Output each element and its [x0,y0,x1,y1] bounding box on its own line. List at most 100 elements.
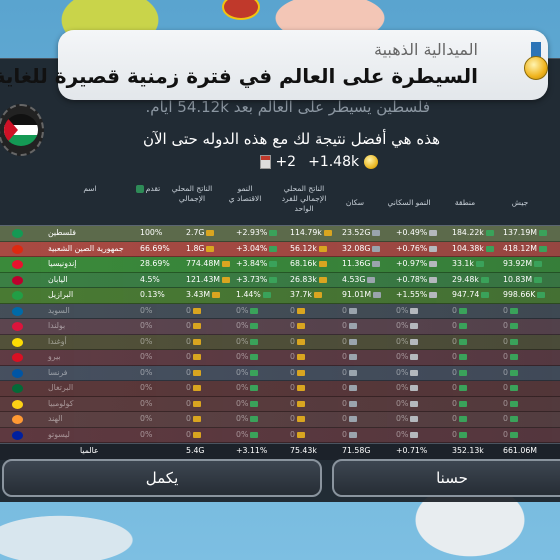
stat-icon [348,431,357,438]
pencil-icon [429,245,438,252]
cell-pop: 0 [342,321,357,330]
col-gdp[interactable]: الناتج المحلي الإجمالي [171,184,213,203]
country-flag-icon [12,337,23,347]
col-progress[interactable]: تقدم [132,184,164,194]
country-flag-icon [12,229,23,238]
cell-popg: +0.76% [396,244,438,253]
achievement-title: السيطرة على العالم في فترة زمنية قصيرة ل… [0,64,478,88]
cell-pop: 0 [342,414,357,423]
cell-area: 184.22k [452,228,494,237]
stat-icon [509,323,518,329]
cell-gdppc: 0 [290,399,305,408]
stat-icon [250,385,259,391]
gold-bars-icon [192,369,201,376]
table-row[interactable]: بيرو 0% 0 0% 0 0 0% 0 0 [0,350,560,366]
total-label: عالميا [80,446,99,455]
cell-army: 0 [503,306,518,315]
cell-growth: 0% [236,368,259,377]
cell-growth: +2.93% [236,228,278,237]
stat-icon [250,338,259,345]
table-row[interactable]: فرنسا 0% 0 0% 0 0 0% 0 0 [0,365,560,381]
pencil-icon [429,261,438,267]
cell-popg: 0% [396,414,419,423]
col-gdp-per-capita[interactable]: الناتج المحلي الإجمالي للفرد الواحد [281,184,327,213]
country-name: كولومبيا [48,398,74,408]
result-message-faded: فلسطين يسيطر على العالم بعد 54.12k أيام. [145,98,430,116]
gold-bars-icon [313,292,322,298]
stat-icon [458,323,467,329]
table-row[interactable]: اليابان 4.5% 121.43M +3.73% 26.83k 4.53G +0.78… [0,272,560,288]
cell-gdp: 0 [186,383,201,392]
cell-pop: 0 [342,352,357,361]
cell-popg: 0% [396,321,419,330]
cell-growth: 0% [236,399,259,408]
cell-area: 0 [452,352,467,361]
col-name[interactable]: اسم [83,184,97,193]
cell-gdppc: 0 [290,368,305,377]
table-row[interactable]: ليسوتو 0% 0 0% 0 0 0% 0 0 [0,427,560,443]
stat-icon [348,416,357,422]
gold-bars-icon [296,354,305,360]
stat-icon [348,369,357,376]
cell-pop: 0 [342,368,357,377]
cell-popg: +0.97% [396,259,438,268]
best-result-text: هذه هي أفضل نتيجة لك مع هذه الدوله حتى ا… [142,130,440,148]
cell-pop: 4.53G [342,275,376,284]
ok-button[interactable]: حسنا [332,459,560,497]
cell-progress: 0% [140,367,153,377]
country-name: الهند [48,414,63,423]
stat-icon [539,245,548,252]
country-flag-icon [12,291,23,300]
continue-button[interactable]: يكمل [2,459,322,497]
table-row[interactable]: الهند 0% 0 0% 0 0 0% 0 0 [0,412,560,428]
cell-popg: 0% [396,337,419,346]
stat-icon [458,369,467,376]
table-row[interactable]: بولندا 0% 0 0% 0 0 0% 0 0 [0,319,560,335]
table-row[interactable]: إندونيسيا 28.69% 774.48M +3.84% 68.16k 11.36G… [0,257,560,273]
col-area[interactable]: منطقة [454,198,476,207]
col-population[interactable]: سكان [345,198,365,207]
stat-icon [348,338,357,345]
cell-gdp: 0 [186,352,201,361]
cell-pop: 11.36G [342,259,381,268]
gold-bars-icon [318,261,327,267]
table-row[interactable]: فلسطين 100% 2.7G +2.93% 114.79k 23.52G +0.49% 1… [0,226,560,242]
col-pop-growth[interactable]: النمو السكاني [387,198,431,207]
total-gdp: 5.4G [186,446,205,455]
table-row[interactable]: جمهورية الصين الشعبية 66.69% 1.8G +3.04% 56.… [0,241,560,257]
cell-progress: 0.13% [140,290,165,299]
pencil-icon [429,230,438,236]
cell-gdppc: 0 [290,337,305,346]
cell-area: 29.48k [452,275,489,284]
gold-bars-icon [296,416,305,422]
country-name: بيرو [48,352,61,361]
reward-stats: +2 +1.48k [260,154,378,170]
cell-growth: 0% [236,352,259,361]
cell-popg: +0.49% [396,228,438,237]
cell-gdp: 2.7G [186,228,215,237]
gold-bars-icon [192,323,201,329]
gold-bars-icon [296,338,305,345]
col-army[interactable]: جيش [511,198,529,207]
stat-icon [250,307,259,314]
stat-icon [250,354,259,360]
table-row[interactable]: أوغندا 0% 0 0% 0 0 0% 0 0 [0,334,560,350]
table-row[interactable]: السويد 0% 0 0% 0 0 0% 0 0 [0,303,560,319]
cell-growth: 0% [236,321,259,330]
cell-army: 10.83M [503,275,543,284]
table-row[interactable]: البرتغال 0% 0 0% 0 0 0% 0 0 [0,381,560,397]
country-name: فرنسا [48,367,68,377]
stat-icon [250,400,259,407]
table-row[interactable]: البرازيل 0.13% 3.43M 1.44% 37.7k 91.01M +1.55%… [0,288,560,304]
table-row[interactable]: كولومبيا 0% 0 0% 0 0 0% 0 0 [0,396,560,412]
country-flag-icon [12,306,23,316]
palestine-flag-icon [4,114,38,146]
days-stat: +2 [260,154,296,170]
country-flag-icon [12,244,23,254]
days-value: +2 [275,154,297,170]
country-name: ليسوتو [48,429,70,439]
country-flag-icon [12,368,23,378]
gold-bars-icon [192,416,201,422]
cell-gdp: 3.43M [186,290,221,299]
col-growth[interactable]: النمو الاقتصاد ي [228,184,262,203]
